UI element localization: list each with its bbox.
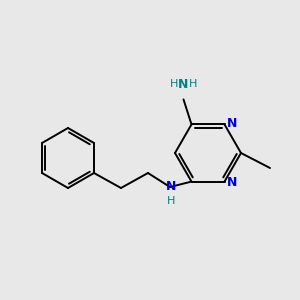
Text: N: N: [166, 179, 176, 193]
Text: N: N: [178, 78, 189, 92]
Text: N: N: [226, 117, 237, 130]
Text: H: H: [170, 80, 178, 89]
Text: N: N: [226, 176, 237, 189]
Text: H: H: [167, 196, 175, 206]
Text: H: H: [188, 80, 197, 89]
